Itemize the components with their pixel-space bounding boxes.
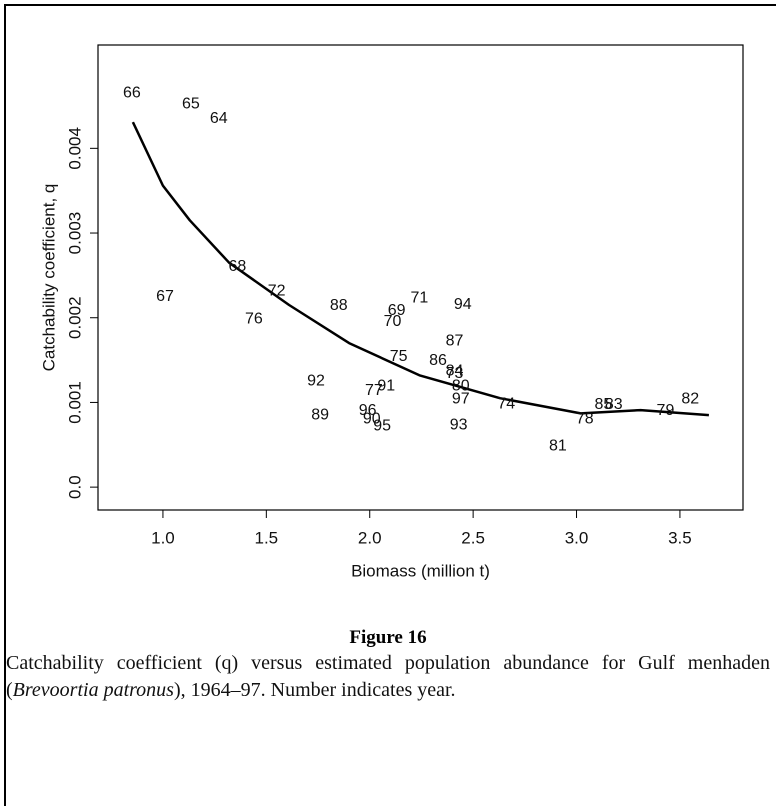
point-label: 87: [446, 333, 464, 350]
point-label: 79: [657, 402, 675, 419]
point-label: 83: [605, 396, 623, 413]
point-label: 94: [454, 296, 472, 313]
point-label: 85: [595, 396, 613, 413]
caption-text: Catchability coefficient (q) versus esti…: [6, 652, 770, 701]
point-label: 78: [576, 411, 594, 428]
point-label: 68: [228, 258, 246, 275]
y-tick-label: 0.0: [65, 475, 84, 499]
point-label: 81: [549, 438, 567, 455]
point-label: 95: [373, 417, 391, 434]
plot-frame: [97, 44, 744, 511]
point-label: 66: [123, 84, 141, 101]
point-label: 82: [681, 390, 699, 407]
point-label: 71: [410, 289, 428, 306]
figure-label: Figure 16: [349, 627, 427, 648]
point-label: 72: [268, 283, 286, 300]
caption-species: Brevoortia patronus: [12, 679, 174, 701]
x-axis-label: Biomass (million t): [351, 561, 490, 580]
caption: Catchability coefficient (q) versus esti…: [6, 650, 770, 704]
point-label: 90: [363, 411, 381, 428]
point-label: 70: [384, 313, 402, 330]
point-label: 96: [359, 402, 377, 419]
y-tick-label: 0.002: [65, 296, 84, 339]
figure-frame: [4, 4, 776, 806]
x-tick-label: 2.0: [358, 528, 382, 547]
x-tick-label: 1.0: [151, 528, 175, 547]
point-label: 91: [377, 378, 395, 395]
point-label: 89: [311, 406, 329, 423]
point-label: 86: [429, 352, 447, 369]
x-tick-label: 3.5: [668, 528, 692, 547]
point-label: 73: [446, 365, 464, 382]
y-axis-label: Catchability coefficient, q: [39, 184, 58, 372]
x-tick-label: 1.5: [255, 528, 279, 547]
point-label: 67: [156, 288, 174, 305]
x-tick-label: 3.0: [565, 528, 589, 547]
point-label: 92: [307, 372, 325, 389]
point-label: 76: [245, 311, 263, 328]
y-tick-label: 0.001: [65, 381, 84, 424]
point-label: 65: [182, 96, 200, 113]
page: {"chart_data": {"type": "scatter", "x_la…: [4, 4, 776, 806]
point-label: 77: [365, 382, 383, 399]
point-label: 84: [446, 362, 464, 379]
point-label: 75: [390, 348, 408, 365]
point-label: 80: [452, 378, 470, 395]
chart: 1.0 1.5 2.0 2.5 3.0 3.5 0.0 0.001 0.002 0.003 0.00…: [39, 44, 744, 580]
point-label: 64: [210, 110, 228, 127]
point-label: 93: [450, 417, 468, 434]
fitted-curve: [131, 121, 709, 417]
point-label: 74: [497, 395, 515, 412]
y-tick-label: 0.004: [65, 127, 84, 170]
point-label: 88: [330, 297, 348, 314]
caption-text: ), 1964–97. Number indicates year.: [173, 679, 456, 701]
point-label: 97: [452, 390, 470, 407]
y-tick-label: 0.003: [65, 212, 84, 255]
x-tick-label: 2.5: [461, 528, 485, 547]
point-label: 69: [388, 302, 406, 319]
